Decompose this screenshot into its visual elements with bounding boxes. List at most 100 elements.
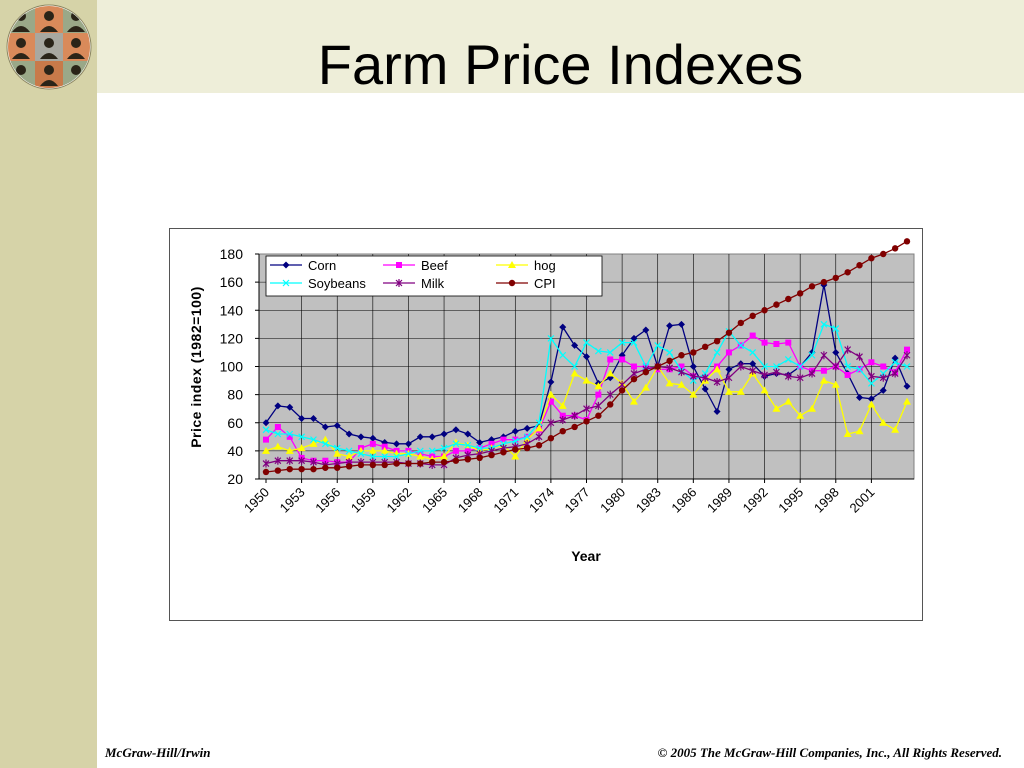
series-cpi xyxy=(262,238,911,476)
x-tick-label: 1959 xyxy=(348,485,379,516)
data-point-beef xyxy=(263,436,269,443)
data-point-cpi xyxy=(405,460,412,467)
left-decorative-band xyxy=(0,0,97,768)
data-point-beef xyxy=(559,412,566,419)
series-soybeans xyxy=(262,320,911,460)
data-point-soybeans xyxy=(856,365,863,373)
data-point-hog xyxy=(345,452,354,460)
data-point-soybeans xyxy=(345,447,353,455)
data-point-corn xyxy=(333,422,341,430)
y-tick-label: 80 xyxy=(227,387,243,403)
data-point-soybeans xyxy=(393,453,400,460)
data-point-cpi xyxy=(535,442,543,449)
data-point-milk xyxy=(274,456,282,465)
y-tick-label: 100 xyxy=(220,359,244,375)
data-point-corn xyxy=(666,322,674,330)
data-point-cpi xyxy=(903,238,911,245)
data-point-beef xyxy=(868,359,875,366)
data-point-milk xyxy=(666,363,674,372)
data-point-milk xyxy=(310,458,317,467)
data-point-cpi xyxy=(678,352,685,359)
slide-title: Farm Price Indexes xyxy=(317,33,804,96)
data-point-cpi xyxy=(785,295,792,303)
y-tick-label: 180 xyxy=(220,246,244,262)
legend-marker-corn xyxy=(282,261,290,269)
data-point-cpi xyxy=(607,401,614,408)
data-point-hog xyxy=(879,418,888,426)
data-point-hog xyxy=(321,435,330,443)
data-point-soybeans xyxy=(666,349,674,356)
data-point-milk xyxy=(737,362,745,371)
data-point-milk xyxy=(832,362,840,371)
data-point-milk xyxy=(879,373,887,382)
data-point-milk xyxy=(535,432,543,441)
data-point-milk xyxy=(761,370,768,379)
x-tick-label: 2001 xyxy=(846,485,877,516)
data-point-cpi xyxy=(844,269,851,276)
data-point-beef xyxy=(464,447,471,454)
y-tick-label: 60 xyxy=(227,415,243,431)
x-tick-label: 1989 xyxy=(704,485,735,516)
data-point-corn xyxy=(856,393,864,401)
data-point-soybeans xyxy=(333,444,341,452)
data-point-soybeans xyxy=(796,363,804,370)
data-point-cpi xyxy=(868,255,875,262)
data-point-cpi xyxy=(761,307,768,314)
data-point-hog xyxy=(665,379,674,387)
data-point-soybeans xyxy=(262,426,270,434)
data-point-milk xyxy=(547,418,555,427)
data-point-beef xyxy=(500,436,507,443)
title-band xyxy=(97,0,1024,93)
data-point-cpi xyxy=(725,329,733,336)
data-point-milk xyxy=(903,351,911,360)
data-point-soybeans xyxy=(784,356,792,363)
data-point-soybeans xyxy=(452,440,460,448)
x-tick-label: 1998 xyxy=(811,485,842,516)
x-tick-label: 1968 xyxy=(455,485,486,516)
data-point-soybeans xyxy=(594,347,602,355)
data-point-milk xyxy=(262,459,270,468)
data-point-hog xyxy=(724,387,733,395)
data-point-hog xyxy=(558,401,567,409)
x-tick-label: 1971 xyxy=(490,485,521,516)
data-point-corn xyxy=(428,433,436,441)
data-point-corn xyxy=(309,415,317,423)
data-point-cpi xyxy=(357,461,365,469)
x-tick-label: 1953 xyxy=(277,485,308,516)
data-point-soybeans xyxy=(808,351,816,359)
data-point-beef xyxy=(322,457,329,464)
data-point-beef xyxy=(274,423,281,430)
data-point-soybeans xyxy=(867,379,875,387)
data-point-corn xyxy=(677,320,685,328)
legend-label-corn: Corn xyxy=(308,258,336,273)
data-point-corn xyxy=(262,419,270,427)
data-point-hog xyxy=(440,452,449,460)
data-point-hog xyxy=(831,380,840,388)
data-point-beef xyxy=(725,349,732,356)
data-point-milk xyxy=(749,366,757,375)
data-point-cpi xyxy=(334,464,341,471)
legend-item-beef: Beef xyxy=(383,258,448,273)
data-point-hog xyxy=(677,380,686,388)
series-hog xyxy=(262,362,911,463)
data-point-corn xyxy=(393,440,401,448)
data-point-cpi xyxy=(452,457,460,464)
data-point-corn xyxy=(452,426,460,434)
x-tick-label: 1965 xyxy=(419,485,450,516)
y-tick-labels: 20 40 60 80 100 120 140 160 180 xyxy=(220,246,244,487)
data-point-beef xyxy=(904,346,910,353)
x-tick-label: 1983 xyxy=(633,485,664,516)
data-point-corn xyxy=(701,385,709,393)
data-point-soybeans xyxy=(820,320,828,328)
data-point-soybeans xyxy=(618,339,626,347)
legend-item-hog: hog xyxy=(496,258,556,273)
data-point-soybeans xyxy=(749,349,757,356)
x-tick-label: 1980 xyxy=(597,485,628,516)
data-point-hog xyxy=(903,397,911,405)
data-point-cpi xyxy=(381,461,388,469)
y-axis-label: Price index (1982=100) xyxy=(188,286,204,448)
data-point-cpi xyxy=(618,387,626,394)
data-point-hog xyxy=(594,382,603,390)
data-point-cpi xyxy=(654,363,661,370)
data-point-cpi xyxy=(559,427,566,435)
